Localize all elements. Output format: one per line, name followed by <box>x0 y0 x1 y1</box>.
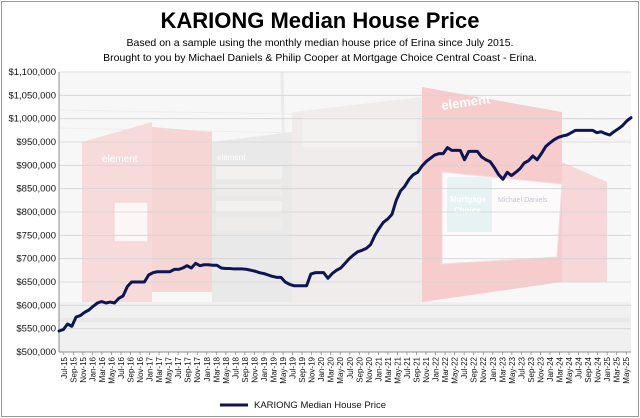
y-tick-label: $900,000 <box>16 160 56 171</box>
y-tick-label: $500,000 <box>16 347 56 358</box>
chart-title: KARIONG Median House Price <box>160 8 479 33</box>
x-tick-label: Nov-22 <box>479 356 488 382</box>
x-tick-label: May-25 <box>622 356 631 383</box>
x-tick-label: Sep-16 <box>127 356 136 382</box>
bg-billboard-text-2: Choice <box>454 206 481 215</box>
x-tick-label: Jan-22 <box>432 356 441 381</box>
x-tick-label: Nov-16 <box>136 356 145 382</box>
y-tick-label: $600,000 <box>16 300 56 311</box>
legend: KARIONG Median House Price <box>220 400 386 411</box>
x-tick-label: May-17 <box>165 356 174 383</box>
bg-sign-center: element <box>217 153 246 162</box>
bg-billboard-text-1: Mortgage <box>450 195 487 204</box>
series-line-0 <box>57 116 633 333</box>
x-tick-label: Jan-18 <box>203 356 212 381</box>
x-tick-label: Jul-22 <box>460 356 469 378</box>
x-tick-label: Jan-24 <box>546 356 555 381</box>
x-axis-ticks: Jul-15 Sep-15 Nov-15 Jan-16 Mar-16 May-16 Jul-… <box>60 352 631 384</box>
series-layer <box>57 116 633 333</box>
x-tick-label: Jan-20 <box>317 356 326 381</box>
x-tick-label: Jul-21 <box>403 356 412 378</box>
x-tick-label: Jul-20 <box>346 356 355 378</box>
x-tick-label: Nov-15 <box>79 356 88 382</box>
y-tick-label: $1,000,000 <box>8 114 56 125</box>
x-tick-label: May-23 <box>508 356 517 383</box>
x-tick-label: Mar-24 <box>556 356 565 382</box>
x-tick-label: May-16 <box>107 356 116 383</box>
x-tick-label: Jan-19 <box>260 356 269 381</box>
y-tick-label: $1,100,000 <box>8 67 56 78</box>
y-tick-label: $850,000 <box>16 184 56 195</box>
x-tick-label: Sep-17 <box>184 356 193 382</box>
x-tick-label: Mar-18 <box>212 356 221 382</box>
x-tick-label: Sep-23 <box>527 356 536 382</box>
x-tick-label: May-19 <box>279 356 288 383</box>
x-tick-label: May-24 <box>565 356 574 383</box>
x-tick-label: Nov-17 <box>193 356 202 382</box>
x-tick-label: Nov-21 <box>422 356 431 382</box>
x-tick-label: Jan-16 <box>88 356 97 381</box>
x-tick-label: Sep-15 <box>69 356 78 382</box>
x-tick-label: Sep-21 <box>413 356 422 382</box>
x-tick-label: May-20 <box>336 356 345 383</box>
x-tick-label: Jan-21 <box>374 356 383 381</box>
y-tick-label: $800,000 <box>16 207 56 218</box>
x-tick-label: Nov-19 <box>308 356 317 382</box>
x-tick-label: May-22 <box>451 356 460 383</box>
x-tick-label: May-21 <box>393 356 402 383</box>
bg-sign-right: element <box>440 91 491 113</box>
y-tick-label: $750,000 <box>16 230 56 241</box>
y-axis-ticks: $500,000 $550,000 $600,000 $650,000 $700,000… <box>8 67 56 358</box>
x-tick-label: Mar-19 <box>270 356 279 382</box>
bg-sign-left: element <box>102 154 138 165</box>
x-tick-label: Mar-20 <box>327 356 336 382</box>
x-tick-label: Sep-19 <box>298 356 307 382</box>
x-tick-label: Jul-16 <box>117 356 126 378</box>
x-tick-label: Nov-23 <box>536 356 545 382</box>
x-tick-label: Mar-16 <box>98 356 107 382</box>
x-tick-label: Sep-24 <box>584 356 593 382</box>
x-tick-label: Nov-24 <box>594 356 603 382</box>
x-tick-label: Jul-18 <box>231 356 240 378</box>
chart-subtitle-line-2: Brought to you by Michael Daniels & Phil… <box>103 52 537 64</box>
bg-billboard-text-3: Michael Daniels <box>498 197 548 204</box>
x-tick-label: Sep-18 <box>241 356 250 382</box>
chart-subtitle-line-1: Based on a sample using the monthly medi… <box>127 37 514 49</box>
x-tick-label: Jan-25 <box>603 356 612 381</box>
y-tick-label: $650,000 <box>16 277 56 288</box>
x-tick-label: Mar-17 <box>155 356 164 382</box>
y-tick-label: $1,050,000 <box>8 90 56 101</box>
x-tick-label: Mar-25 <box>613 356 622 382</box>
y-tick-label: $550,000 <box>16 324 56 335</box>
x-tick-label: Jan-17 <box>146 356 155 381</box>
legend-label: KARIONG Median House Price <box>254 400 386 411</box>
x-tick-label: May-18 <box>222 356 231 383</box>
y-tick-label: $700,000 <box>16 254 56 265</box>
x-tick-label: Mar-21 <box>384 356 393 382</box>
x-tick-label: Nov-18 <box>250 356 259 382</box>
x-tick-label: Jul-17 <box>174 356 183 378</box>
x-tick-label: Jul-24 <box>575 356 584 378</box>
x-tick-label: Mar-23 <box>498 356 507 382</box>
x-tick-label: Jul-23 <box>517 356 526 378</box>
x-tick-label: Sep-22 <box>470 356 479 382</box>
x-tick-label: Jul-19 <box>289 356 298 378</box>
x-tick-label: Jul-15 <box>60 356 69 378</box>
x-tick-label: Nov-20 <box>365 356 374 382</box>
axes <box>58 72 631 353</box>
x-tick-label: Sep-20 <box>355 356 364 382</box>
x-tick-label: Mar-22 <box>441 356 450 382</box>
x-tick-label: Jan-23 <box>489 356 498 381</box>
y-tick-label: $950,000 <box>16 137 56 148</box>
